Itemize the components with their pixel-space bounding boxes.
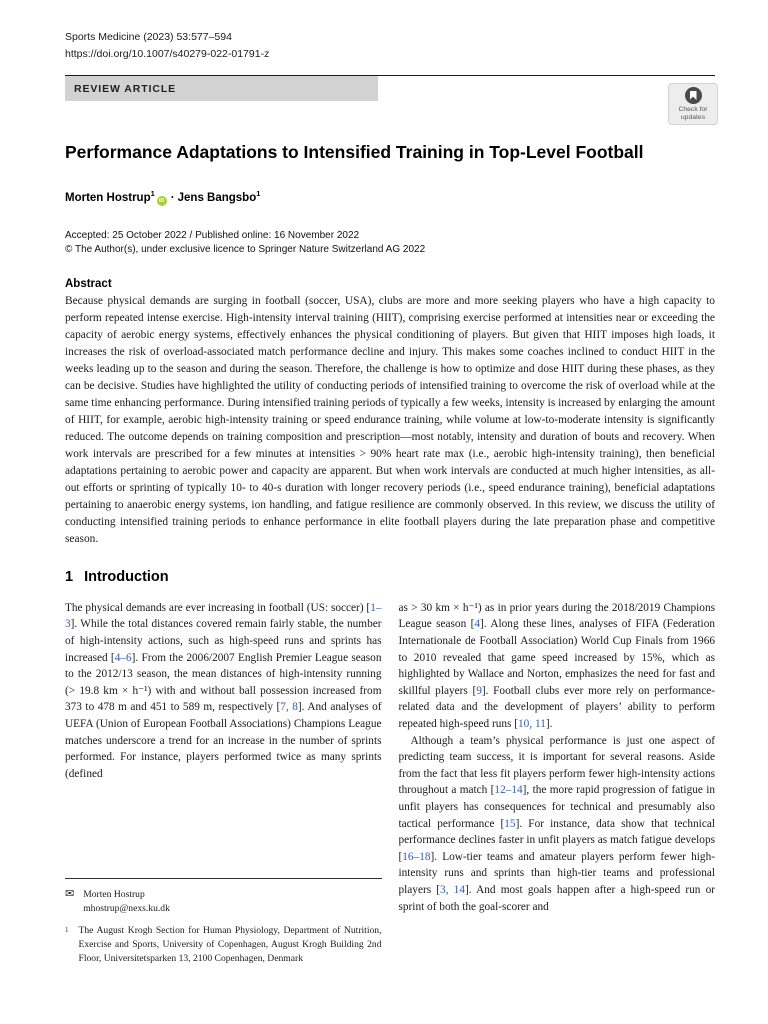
correspondence-details: Morten Hostrup mhostrup@nexs.ku.dk (83, 888, 170, 915)
body-paragraph: Although a team’s physical performance i… (399, 733, 716, 916)
check-for-updates-button[interactable]: Check for updates (668, 83, 718, 125)
citation-link[interactable]: 12–14 (494, 784, 523, 797)
paragraph-text: ], the more rapid progression of fatigue… (398, 784, 716, 830)
author-affiliation-mark: 1 (256, 189, 261, 198)
citation-link[interactable]: 16–18 (402, 850, 431, 863)
authors-line: Morten Hostrup1iD · Jens Bangsbo1 (65, 189, 715, 206)
article-type-row: REVIEW ARTICLE Check for updates (65, 76, 718, 125)
article-type-banner: REVIEW ARTICLE (65, 76, 378, 101)
paragraph-text: as > 30 km × h⁻¹) as in prior years duri… (398, 601, 716, 631)
paragraph-text: ]. (545, 717, 553, 730)
author-separator: · (170, 191, 175, 204)
citation-link[interactable]: 9 (476, 684, 482, 697)
correspondence-block: ✉ Morten Hostrup mhostrup@nexs.ku.dk (65, 888, 382, 915)
citation-link[interactable]: 3, 14 (440, 883, 465, 896)
right-column: as > 30 km × h⁻¹) as in prior years duri… (399, 600, 716, 1000)
paragraph-text: The physical demands are ever increasing… (65, 601, 371, 614)
crossmark-icon (684, 87, 702, 104)
citation-link[interactable]: 1–3 (65, 601, 382, 631)
author-name: Jens Bangsbo (177, 191, 257, 204)
correspondence-email[interactable]: mhostrup@nexs.ku.dk (83, 902, 170, 914)
journal-reference: Sports Medicine (2023) 53:577–594 (65, 31, 232, 43)
paragraph-text: ]. While the total distances covered rem… (65, 618, 382, 664)
citation-link[interactable]: 7, 8 (280, 701, 298, 714)
citation-link[interactable]: 4 (474, 618, 481, 631)
envelope-icon: ✉ (65, 888, 75, 901)
two-column-body: The physical demands are ever increasing… (65, 600, 715, 1000)
author-name: Morten Hostrup (65, 191, 151, 204)
introduction-heading: 1 Introduction (65, 569, 715, 585)
section-number: 1 (65, 568, 74, 585)
correspondence-name: Morten Hostrup (83, 889, 145, 901)
paragraph-text: ]. Football clubs ever more rely on perf… (398, 684, 716, 730)
orcid-icon[interactable]: iD (156, 195, 167, 206)
copyright-line: © The Author(s), under exclusive licence… (65, 243, 426, 255)
paragraph-text: ]. And most goals happen after a high-sp… (398, 883, 716, 913)
affiliations-list: 1 The August Krogh Section for Human Phys… (65, 924, 382, 965)
doi-link[interactable]: https://doi.org/10.1007/s40279-022-01791… (65, 48, 270, 60)
citation-link[interactable]: 4–6 (114, 651, 132, 664)
accepted-published-line: Accepted: 25 October 2022 / Published on… (65, 229, 360, 241)
body-paragraph: The physical demands are ever increasing… (65, 600, 382, 783)
header-divider (65, 75, 715, 76)
affiliation-item: 1 The August Krogh Section for Human Phys… (65, 924, 382, 965)
article-meta: Accepted: 25 October 2022 / Published on… (65, 229, 715, 257)
footnote-block: ✉ Morten Hostrup mhostrup@nexs.ku.dk 1 Th… (65, 878, 382, 999)
paragraph-text: ]. Along these lines, analyses of FIFA (… (398, 618, 716, 697)
page-title: Performance Adaptations to Intensified T… (65, 142, 644, 162)
abstract-heading: Abstract (65, 277, 112, 290)
abstract-section: Abstract Because physical demands are su… (65, 278, 715, 548)
author-affiliation-mark: 1 (150, 189, 155, 198)
paragraph-text: ]. For instance, data show that technica… (398, 817, 716, 863)
paragraph-text: ]. Low-tier teams and amateur players pe… (398, 850, 716, 896)
check-updates-label-line2: updates (680, 114, 706, 121)
left-column-text: The physical demands are ever increasing… (65, 600, 382, 783)
check-updates-label-line1: Check for (678, 106, 708, 113)
right-column-text: as > 30 km × h⁻¹) as in prior years duri… (399, 600, 716, 915)
body-paragraph: as > 30 km × h⁻¹) as in prior years duri… (399, 600, 716, 733)
bookmark-icon (689, 91, 697, 100)
article-type-label: REVIEW ARTICLE (74, 82, 177, 95)
affiliation-text: The August Krogh Section for Human Physi… (78, 925, 382, 965)
citation-link[interactable]: 15 (504, 817, 516, 830)
affiliation-mark: 1 (65, 926, 69, 935)
citation-link[interactable]: 10, 11 (518, 717, 546, 730)
footnote-divider (65, 878, 382, 880)
section-title: Introduction (84, 568, 169, 585)
left-column: The physical demands are ever increasing… (65, 600, 382, 1000)
abstract-text: Because physical demands are surging in … (65, 294, 715, 545)
paragraph-text: ]. From the 2006/2007 English Premier Le… (65, 651, 382, 714)
paragraph-text: ]. And analyses of UEFA (Union of Europe… (65, 701, 382, 780)
paragraph-text: Although a team’s physical performance i… (398, 734, 716, 797)
